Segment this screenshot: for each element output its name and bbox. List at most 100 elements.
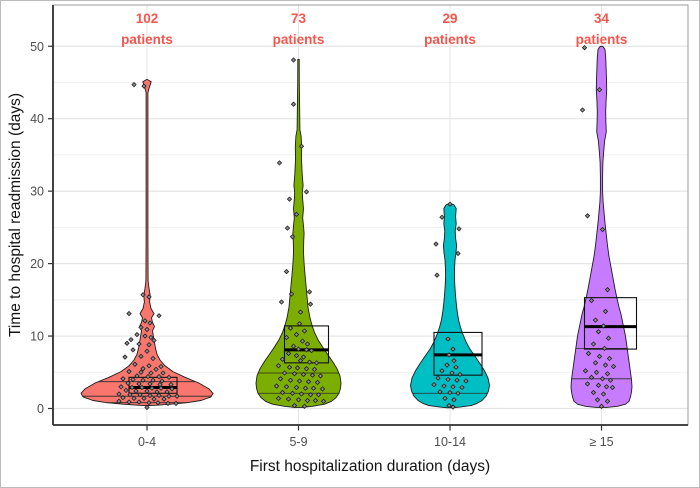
- data-point: [606, 355, 613, 362]
- data-point: [298, 391, 305, 397]
- data-point: [305, 379, 312, 385]
- x-axis-title: First hospitalization duration (days): [250, 458, 490, 475]
- data-point: [149, 385, 155, 391]
- data-point: [431, 381, 437, 388]
- data-point: [138, 353, 144, 360]
- data-point: [303, 365, 310, 372]
- data-point: [144, 326, 150, 333]
- data-point: [307, 392, 314, 398]
- data-point: [144, 404, 150, 411]
- x-tick-label: 10-14: [434, 435, 466, 449]
- data-point: [579, 107, 586, 113]
- data-point: [151, 337, 157, 344]
- data-point: [140, 292, 146, 298]
- data-point: [605, 335, 612, 341]
- data-point: [150, 355, 156, 362]
- data-point: [455, 250, 461, 257]
- data-point: [278, 299, 285, 305]
- data-point: [595, 382, 602, 388]
- data-point: [601, 345, 608, 352]
- data-point: [454, 377, 460, 383]
- data-point: [158, 363, 164, 370]
- data-point: [295, 346, 302, 352]
- data-point: [141, 395, 147, 402]
- data-point: [151, 396, 157, 402]
- y-tick-label: 0: [37, 402, 44, 416]
- data-point: [174, 393, 180, 399]
- data-point: [130, 347, 136, 353]
- data-point: [290, 343, 297, 349]
- data-point: [301, 403, 308, 409]
- data-point: [450, 346, 456, 352]
- y-tick-label: 40: [30, 112, 44, 126]
- jitter-points-0-4: [116, 81, 180, 411]
- data-point: [150, 377, 156, 383]
- data-point: [136, 381, 142, 387]
- data-point: [299, 338, 306, 344]
- data-point: [281, 370, 288, 376]
- data-point: [126, 368, 132, 375]
- data-point: [146, 342, 152, 348]
- data-point: [291, 371, 298, 377]
- data-point: [312, 397, 319, 404]
- data-point: [302, 385, 309, 391]
- data-point: [450, 384, 456, 390]
- data-point: [303, 347, 310, 353]
- data-point: [285, 396, 292, 402]
- data-point: [581, 45, 588, 51]
- data-point: [283, 268, 290, 275]
- data-point: [588, 297, 595, 304]
- data-point: [293, 384, 300, 391]
- data-point: [286, 196, 293, 202]
- data-point: [604, 371, 611, 377]
- data-point: [607, 377, 614, 383]
- data-point: [453, 364, 459, 370]
- jitter-points-10-14: [431, 201, 469, 410]
- data-point: [451, 397, 457, 403]
- data-point: [293, 211, 300, 217]
- patient-count-word: patients: [121, 32, 173, 47]
- data-point: [116, 391, 122, 397]
- data-point: [297, 309, 304, 315]
- data-point: [290, 57, 297, 63]
- data-point: [154, 389, 160, 395]
- data-point: [144, 348, 150, 354]
- data-point: [596, 87, 603, 93]
- data-point: [156, 313, 162, 319]
- patient-count-word: patients: [273, 32, 325, 47]
- data-point: [446, 402, 452, 409]
- y-tick-label: 20: [30, 257, 44, 271]
- data-point: [285, 350, 292, 357]
- data-point: [134, 373, 140, 379]
- data-point: [289, 390, 296, 396]
- panel-frame: [52, 4, 689, 426]
- data-point: [447, 389, 453, 396]
- data-point: [131, 395, 137, 402]
- data-point: [592, 317, 599, 323]
- data-point: [584, 381, 591, 387]
- data-point: [142, 318, 148, 324]
- data-point: [146, 363, 152, 369]
- data-point: [296, 321, 303, 327]
- data-point: [145, 373, 151, 380]
- data-point: [165, 400, 171, 407]
- data-point: [308, 347, 315, 354]
- data-point: [610, 363, 617, 370]
- data-point: [132, 361, 138, 367]
- data-point: [311, 366, 318, 373]
- data-point: [133, 388, 139, 394]
- data-point: [160, 370, 166, 376]
- data-point: [445, 376, 451, 383]
- data-point: [590, 341, 597, 347]
- data-point: [147, 392, 153, 399]
- patient-count-number: 73: [291, 11, 307, 26]
- data-point: [441, 383, 447, 389]
- data-point: [301, 328, 308, 334]
- data-point: [306, 289, 313, 295]
- data-point: [155, 400, 161, 406]
- data-point: [310, 385, 317, 391]
- data-point: [602, 308, 609, 315]
- data-point: [129, 384, 135, 391]
- data-point: [442, 395, 448, 402]
